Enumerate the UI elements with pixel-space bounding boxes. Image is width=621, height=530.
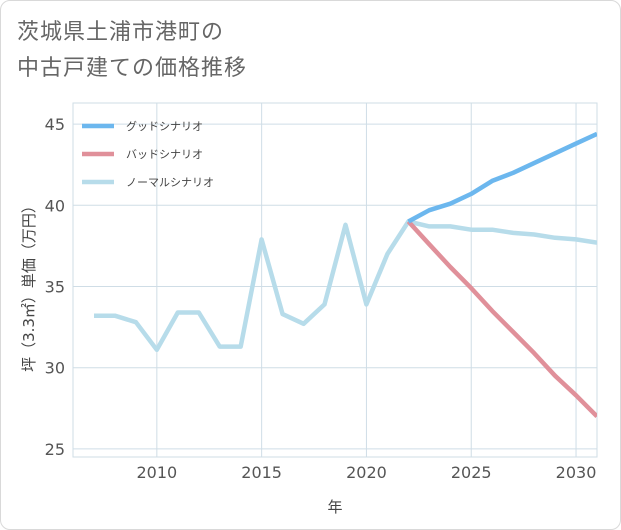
y-tick-label: 30 xyxy=(45,359,65,378)
y-tick-label: 45 xyxy=(45,115,65,134)
y-tick-label: 40 xyxy=(45,196,65,215)
tick-labels: 25 30 35 40 45 2010 2015 2020 2025 2030 xyxy=(45,115,597,482)
legend-label: ノーマルシナリオ xyxy=(126,176,214,189)
series-line-normal xyxy=(94,219,597,353)
legend-label: バッドシナリオ xyxy=(126,148,203,161)
x-tick-label: 2010 xyxy=(136,463,177,482)
x-tick-label: 2015 xyxy=(241,463,282,482)
chart-title-line-1: 茨城県土浦市港町の xyxy=(17,20,225,45)
x-axis-title: 年 xyxy=(327,498,342,516)
series-lines xyxy=(94,131,597,418)
chart-title-line-2: 中古戸建ての価格推移 xyxy=(17,56,248,81)
x-tick-label: 2025 xyxy=(451,463,492,482)
plot-frame xyxy=(72,102,598,458)
series-line-good xyxy=(407,131,597,224)
y-tick-label: 35 xyxy=(45,277,65,296)
grid-lines xyxy=(72,102,598,458)
x-tick-label: 2020 xyxy=(346,463,387,482)
y-axis-title: 坪（3.3㎡）単価（万円） xyxy=(20,198,38,372)
chart-title: 茨城県土浦市港町の 中古戸建ての価格推移 xyxy=(17,15,247,87)
x-tick-label: 2030 xyxy=(556,463,597,482)
y-tick-label: 25 xyxy=(45,440,65,459)
series-line-bad xyxy=(406,219,597,418)
legend-label: グッドシナリオ xyxy=(126,119,203,133)
